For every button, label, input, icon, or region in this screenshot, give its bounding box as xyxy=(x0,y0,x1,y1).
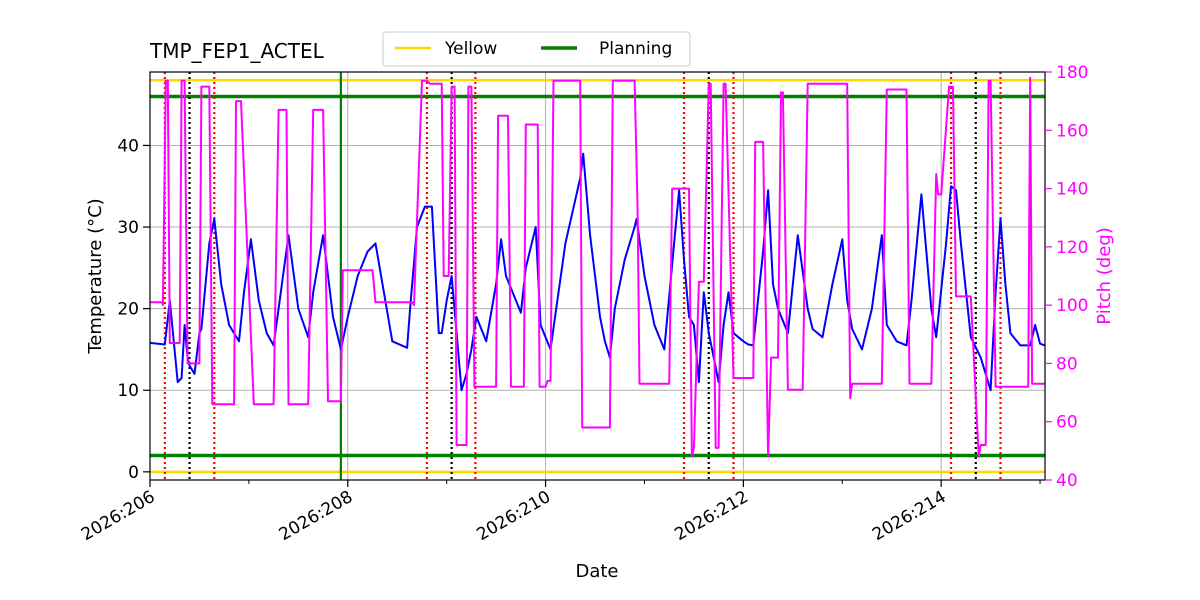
x-axis-label: Date xyxy=(575,561,618,582)
series-lines xyxy=(149,76,1046,458)
y-right-tick-label: 60 xyxy=(1056,413,1078,433)
x-tick-label: 2026:214 xyxy=(869,487,950,545)
legend: Yellow Planning xyxy=(382,31,691,67)
y-left-tick-label: 40 xyxy=(117,136,139,156)
y-right-tick-label: 80 xyxy=(1056,354,1078,374)
y-right-tick-label: 100 xyxy=(1056,296,1088,316)
legend-label-yellow: Yellow xyxy=(444,39,497,59)
temperature-line xyxy=(149,152,1046,392)
y-left-axis-label: Temperature (°C) xyxy=(85,198,106,354)
y-right-axis-label: Pitch (deg) xyxy=(1094,227,1115,325)
chart-title: TMP_FEP1_ACTEL xyxy=(149,39,325,63)
y-right-tick-label: 40 xyxy=(1056,471,1078,491)
y-left-axis-ticks: 0 10 20 30 40 xyxy=(117,136,150,483)
y-left-tick-label: 20 xyxy=(117,300,139,320)
x-tick-label: 2026:208 xyxy=(276,487,357,545)
x-tick-label: 2026:206 xyxy=(78,487,159,545)
x-tick-label: 2026:210 xyxy=(474,487,555,545)
y-right-tick-label: 120 xyxy=(1056,238,1088,258)
legend-box xyxy=(382,31,691,67)
limit-lines xyxy=(150,78,1045,474)
grid xyxy=(149,72,1045,480)
x-axis-ticks: 2026:206 2026:208 2026:210 2026:212 2026:214 xyxy=(78,480,1041,545)
y-left-tick-label: 30 xyxy=(117,218,139,238)
legend-label-planning: Planning xyxy=(599,39,672,59)
plot-frame xyxy=(149,71,1046,481)
y-left-tick-label: 0 xyxy=(128,463,139,483)
y-right-tick-label: 160 xyxy=(1056,121,1088,141)
y-right-axis-ticks: 40 60 80 100 120 140 160 180 xyxy=(1045,63,1088,491)
pitch-line xyxy=(150,76,1045,458)
x-tick-label: 2026:212 xyxy=(671,487,752,545)
y-left-tick-label: 10 xyxy=(117,381,139,401)
y-right-tick-label: 140 xyxy=(1056,180,1088,200)
y-right-tick-label: 180 xyxy=(1056,63,1088,83)
